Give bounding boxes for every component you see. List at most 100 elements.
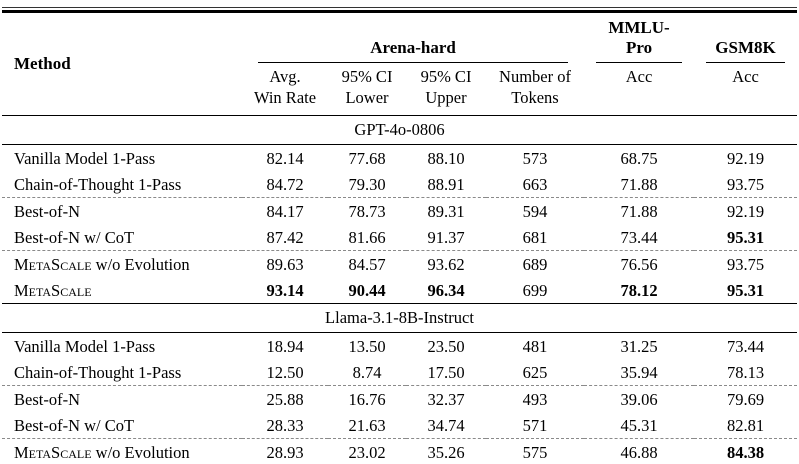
group-label-mmlu-pro: MMLU-Pro [596, 18, 683, 63]
value-cell: 35.94 [584, 359, 695, 386]
subheader-avg-win-rate: Avg. Win Rate [242, 63, 328, 116]
table-row: Best-of-N 84.17 78.73 89.31 594 71.88 92.19 [2, 198, 797, 225]
value-cell: 32.37 [427, 389, 465, 409]
group-label-gsm8k: GSM8K [706, 38, 786, 63]
method-column-header: Method [2, 13, 242, 116]
table-row: MetaScale w/o Evolution 89.63 84.57 93.62 68… [2, 251, 797, 278]
subheader-ci-lower: 95% CI Lower [328, 63, 406, 116]
value-cell: 25.88 [266, 389, 304, 409]
value-cell: 16.76 [348, 389, 386, 409]
method-cell: Chain-of-Thought 1-Pass [2, 359, 242, 386]
subheader-line: Acc [625, 67, 653, 86]
method-text: w/o Evolution [91, 442, 190, 462]
value-cell: 39.06 [620, 389, 658, 409]
value-cell: 92.19 [726, 148, 765, 168]
value-cell: 82.81 [694, 412, 798, 439]
value-cell: 481 [522, 336, 548, 356]
method-smallcaps-text: MetaScale [14, 254, 92, 274]
subheader-line: 95% CI [420, 67, 472, 86]
subheader-line: Acc [732, 67, 759, 86]
subheader-line: Upper [425, 88, 467, 107]
table-row: Vanilla Model 1-Pass 82.14 77.68 88.10 573 68… [2, 145, 797, 172]
value-cell: 21.63 [328, 412, 406, 439]
subheader-line: Avg. [269, 67, 301, 86]
table-row: MetaScale w/o Evolution 28.93 23.02 35.26 57… [2, 439, 797, 464]
value-cell: 8.74 [328, 359, 406, 386]
section-title-row: Llama-3.1-8B-Instruct [2, 303, 798, 333]
subheader-line: Tokens [511, 88, 559, 107]
value-cell: 88.10 [427, 148, 465, 168]
value-cell: 78.12 [620, 280, 658, 300]
sub-header-row: Avg. Win Rate 95% CI Lower 95% CI Upper … [2, 63, 798, 116]
method-cell: Vanilla Model 1-Pass [2, 145, 242, 172]
value-cell: 23.50 [427, 336, 465, 356]
value-cell: 46.88 [620, 442, 658, 462]
table-section: GPT-4o-0806 Vanilla Model 1-Pass 82.14 77.6… [2, 115, 798, 304]
value-cell: 73.44 [726, 336, 765, 356]
method-cell: MetaScale w/o Evolution [2, 251, 242, 278]
results-table: Method Arena-hard MMLU-Pro GSM8K Avg. Wi… [2, 13, 798, 464]
value-cell: 84.72 [242, 171, 328, 198]
value-cell: 84.38 [726, 442, 765, 462]
method-text: Best-of-N [14, 201, 80, 221]
section-title: Llama-3.1-8B-Instruct [2, 303, 798, 333]
value-cell: 88.91 [406, 171, 486, 198]
value-cell: 571 [486, 412, 585, 439]
value-cell: 28.33 [242, 412, 328, 439]
method-text: Vanilla Model 1-Pass [14, 148, 156, 168]
value-cell: 93.75 [726, 254, 765, 274]
value-cell: 87.42 [242, 224, 328, 251]
value-cell: 35.26 [427, 442, 465, 462]
value-cell: 78.73 [348, 201, 386, 221]
table-row: Chain-of-Thought 1-Pass 12.50 8.74 17.50 625… [2, 359, 798, 386]
value-cell: 625 [486, 359, 585, 386]
table-row: MetaScale 93.14 90.44 96.34 699 78.12 95.31 [2, 277, 797, 304]
table-row: Best-of-N 25.88 16.76 32.37 493 39.06 79.69 [2, 386, 797, 413]
group-header-row: Method Arena-hard MMLU-Pro GSM8K [2, 13, 797, 116]
section-title-row: GPT-4o-0806 [2, 115, 798, 145]
value-cell: 82.14 [266, 148, 304, 168]
value-cell: 73.44 [584, 224, 695, 251]
value-cell: 71.88 [620, 201, 658, 221]
subheader-line: Number of [499, 67, 571, 86]
value-cell: 34.74 [406, 412, 486, 439]
method-text: Best-of-N w/ CoT [14, 227, 135, 247]
value-cell: 12.50 [242, 359, 328, 386]
table-row: Chain-of-Thought 1-Pass 84.72 79.30 88.91 66… [2, 171, 798, 198]
value-cell: 84.17 [266, 201, 304, 221]
value-cell: 23.02 [348, 442, 386, 462]
table-row: Best-of-N w/ CoT 87.42 81.66 91.37 681 73.44 9… [2, 224, 798, 251]
subheader-gsm8k-acc: Acc [694, 63, 798, 116]
value-cell: 93.62 [427, 254, 465, 274]
method-text: Vanilla Model 1-Pass [14, 336, 156, 356]
value-cell: 689 [522, 254, 548, 274]
method-cell: Best-of-N w/ CoT [2, 412, 242, 439]
method-text: Chain-of-Thought 1-Pass [14, 174, 182, 194]
value-cell: 89.31 [427, 201, 465, 221]
method-smallcaps-text: MetaScale [14, 442, 92, 462]
value-cell: 573 [522, 148, 548, 168]
value-cell: 93.75 [694, 171, 798, 198]
subheader-number-of-tokens: Number of Tokens [486, 63, 585, 116]
value-cell: 90.44 [348, 280, 386, 300]
value-cell: 493 [522, 389, 548, 409]
method-text: Best-of-N w/ CoT [14, 415, 135, 435]
value-cell: 89.63 [266, 254, 304, 274]
table-header: Method Arena-hard MMLU-Pro GSM8K Avg. Wi… [2, 13, 798, 116]
value-cell: 28.93 [266, 442, 304, 462]
method-cell: Best-of-N [2, 386, 242, 413]
method-cell: Best-of-N [2, 198, 242, 225]
value-cell: 93.14 [266, 280, 304, 300]
subheader-line: Lower [345, 88, 389, 107]
method-cell: Vanilla Model 1-Pass [2, 333, 242, 360]
value-cell: 699 [522, 280, 548, 300]
group-header-arena-hard: Arena-hard [242, 13, 584, 63]
section-title: GPT-4o-0806 [2, 115, 798, 145]
subheader-line: Win Rate [253, 88, 317, 107]
group-header-gsm8k: GSM8K [694, 13, 797, 63]
value-cell: 71.88 [584, 171, 695, 198]
group-header-mmlu-pro: MMLU-Pro [584, 13, 694, 63]
subheader-line: 95% CI [341, 67, 393, 86]
table-section: Llama-3.1-8B-Instruct Vanilla Model 1-Pas… [2, 303, 798, 464]
